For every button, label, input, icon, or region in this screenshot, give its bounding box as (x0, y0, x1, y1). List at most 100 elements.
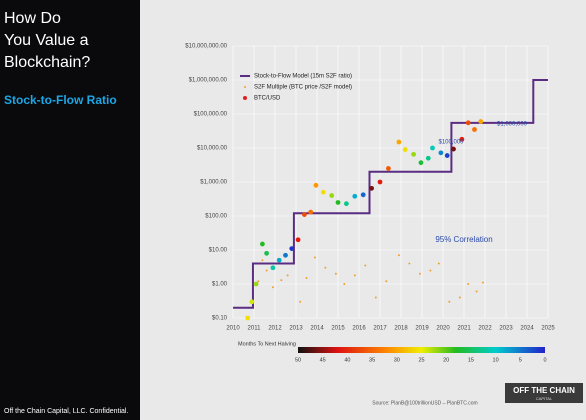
legend-label: BTC/USD (254, 96, 281, 102)
x-tick-label: 2012 (268, 326, 282, 332)
price-point (289, 246, 295, 251)
multiple-point (481, 281, 484, 284)
x-tick-label: 2014 (310, 326, 324, 332)
price-point (444, 153, 450, 158)
multiple-point (364, 264, 367, 267)
multiple-point (305, 277, 308, 280)
x-tick-label: 2013 (289, 326, 303, 332)
multiple-point (353, 274, 356, 277)
annotation: $1,000,000 (497, 122, 528, 128)
subtitle: Stock-to-Flow Ratio (4, 93, 117, 107)
legend-swatch (244, 86, 246, 88)
multiple-point (334, 272, 337, 275)
colorbar-tick-label: 45 (320, 357, 326, 363)
price-point (451, 146, 456, 152)
multiple-point (437, 262, 440, 265)
price-point (402, 147, 408, 152)
multiple-point (286, 274, 289, 277)
colorbar-tick-label: 5 (519, 357, 522, 363)
y-tick-label: $10.00 (209, 248, 228, 254)
multiple-point (299, 300, 302, 303)
y-tick-label: $10,000,000.00 (185, 44, 227, 50)
x-tick-label: 2023 (499, 326, 513, 332)
price-point (302, 212, 307, 217)
multiple-point (271, 286, 274, 289)
y-tick-label: $10,000.00 (197, 146, 228, 152)
price-point (344, 201, 349, 207)
x-tick-label: 2021 (457, 326, 471, 332)
x-tick-label: 2016 (352, 326, 366, 332)
colorbar-tick-label: 25 (418, 357, 424, 363)
x-tick-label: 2019 (415, 326, 429, 332)
model-line (233, 79, 548, 309)
colorbar-tick-label: 20 (443, 357, 449, 363)
price-point (459, 136, 465, 142)
colorbar-tick-label: 35 (369, 357, 375, 363)
price-point (253, 281, 259, 287)
price-point (369, 185, 374, 191)
multiple-point (261, 259, 264, 262)
multiple-point (343, 283, 346, 285)
price-point (335, 200, 341, 205)
price-point (295, 237, 301, 243)
legend-label: S2F Multiple (BTC price /S2F model) (254, 85, 352, 91)
multiple-point (313, 256, 316, 259)
title-line: You Value a (4, 32, 89, 49)
annotation: $100,000 (438, 140, 464, 146)
multiple-point (448, 300, 451, 303)
price-point (360, 192, 366, 198)
price-point (329, 193, 335, 198)
colorbar-tick-label: 15 (468, 357, 474, 363)
multiple-point (385, 280, 388, 283)
price-point (283, 252, 288, 258)
price-point (411, 151, 416, 157)
y-tick-label: $100,000.00 (194, 112, 228, 118)
multiple-point (257, 280, 260, 283)
x-tick-label: 2017 (373, 326, 387, 332)
colorbar (298, 347, 545, 353)
multiple-point (429, 269, 432, 272)
multiple-point (374, 296, 377, 299)
y-tick-label: $1,000.00 (200, 180, 227, 186)
price-point (438, 150, 444, 156)
price-point (249, 299, 255, 305)
footer: Off the Chain Capital, LLC. Confidential… (4, 408, 128, 415)
price-point (260, 241, 265, 247)
multiple-point (397, 254, 400, 257)
price-point (478, 119, 484, 124)
price-point (264, 250, 269, 256)
price-point (425, 155, 431, 161)
multiple-point (408, 262, 411, 265)
colorbar-tick-label: 30 (394, 357, 400, 363)
source: Source: PlanB@100trillionUSD – PlanBTC.c… (372, 400, 477, 406)
multiple-point (467, 283, 470, 285)
multiple-point (265, 269, 268, 272)
multiple-point (280, 279, 283, 282)
legend-swatch (243, 96, 247, 100)
multiple-point (458, 296, 461, 299)
y-tick-label: $0.10 (212, 316, 228, 322)
colorbar-tick-label: 50 (295, 357, 301, 363)
price-point (308, 209, 314, 215)
y-tick-label: $1.00 (212, 282, 228, 288)
colorbar-tick-label: 10 (493, 357, 499, 363)
price-point (276, 257, 282, 263)
colorbar-tick-label: 0 (543, 357, 546, 363)
legend-label: Stock-to-Flow Model (15m S2F ratio) (254, 74, 352, 80)
multiple-point (475, 290, 478, 293)
price-point (430, 145, 435, 151)
price-point (472, 127, 477, 132)
x-tick-label: 2020 (436, 326, 450, 332)
annotation: 95% Correlation (435, 235, 492, 244)
x-tick-label: 2025 (541, 326, 555, 332)
x-tick-label: 2011 (248, 326, 262, 332)
price-point (377, 179, 383, 185)
logo-box (505, 383, 583, 403)
colorbar-tick-label: 40 (344, 357, 350, 363)
title-line: Blockchain? (4, 54, 90, 71)
price-point (386, 166, 391, 171)
x-tick-label: 2018 (394, 326, 408, 332)
x-tick-label: 2015 (331, 326, 345, 332)
x-tick-label: 2010 (226, 326, 240, 332)
